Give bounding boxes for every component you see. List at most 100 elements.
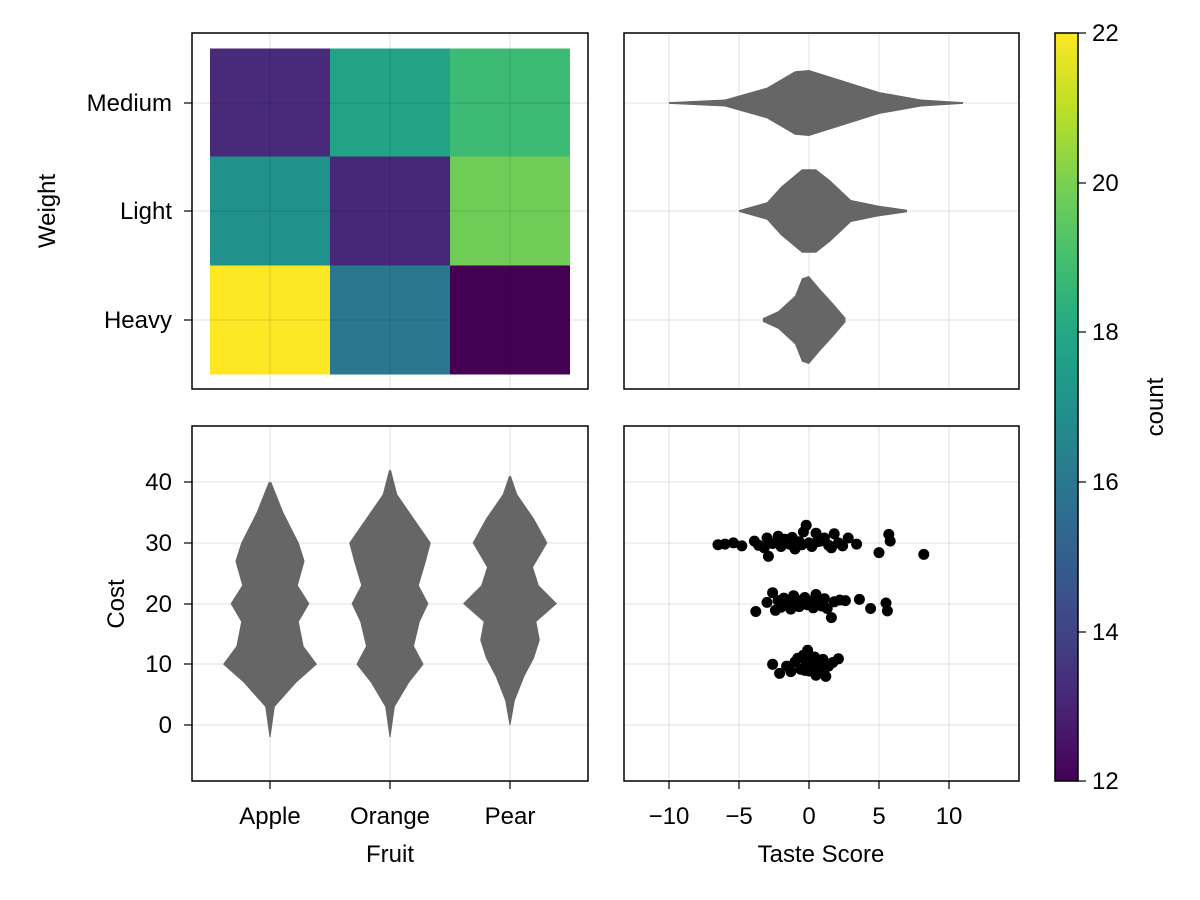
x-tick-label-neg10: −10 bbox=[649, 803, 690, 830]
scatter-point bbox=[828, 528, 840, 540]
heatmap-cell-orange-light bbox=[330, 156, 450, 266]
y-tick-label-0: 0 bbox=[159, 712, 172, 739]
y-tick-label-30: 30 bbox=[145, 530, 172, 557]
scatter-point bbox=[842, 532, 854, 544]
cost-axis-label: Cost bbox=[103, 579, 130, 629]
colorbar-tick-label-20: 20 bbox=[1092, 170, 1119, 197]
scatter-point bbox=[750, 606, 762, 617]
heatmap-cell-orange-heavy bbox=[330, 265, 450, 375]
scatter-point bbox=[767, 658, 779, 670]
scatter-point bbox=[865, 603, 877, 614]
scatter-point bbox=[839, 595, 851, 607]
scatter-point bbox=[800, 519, 812, 531]
violin-apple bbox=[223, 482, 317, 738]
scatter-point bbox=[873, 547, 885, 559]
scatter-point bbox=[736, 540, 748, 552]
taste-x-ticks: −10 −5 0 5 10 bbox=[649, 781, 963, 830]
scatter-point bbox=[853, 593, 865, 605]
x-tick-label-10: 10 bbox=[936, 803, 963, 830]
colorbar: 22 20 18 16 14 12 count bbox=[1054, 20, 1169, 795]
y-tick-label-40: 40 bbox=[145, 469, 172, 496]
y-tick-label-medium: Medium bbox=[87, 90, 172, 117]
heatmap-y-ticks: Medium Light Heavy bbox=[87, 90, 192, 334]
violin-orange bbox=[349, 470, 431, 738]
colorbar-ticks: 22 20 18 16 14 12 bbox=[1078, 20, 1119, 795]
scatter-point bbox=[918, 548, 930, 560]
colorbar-label: count bbox=[1142, 377, 1169, 436]
x-tick-label-apple: Apple bbox=[239, 803, 300, 830]
violin-pear bbox=[463, 476, 557, 725]
scatter-point bbox=[802, 644, 814, 656]
scatter-point bbox=[727, 537, 739, 549]
colorbar-tick-label-14: 14 bbox=[1092, 619, 1119, 646]
scatter-point bbox=[837, 540, 849, 552]
scatter-point bbox=[758, 542, 770, 554]
scatter-point bbox=[825, 542, 837, 554]
y-tick-label-light: Light bbox=[120, 198, 172, 225]
scatter-point bbox=[851, 538, 863, 550]
scatter-point bbox=[761, 532, 773, 544]
scatter-point bbox=[814, 663, 826, 674]
bl-violins bbox=[223, 470, 557, 738]
colorbar-tick-label-18: 18 bbox=[1092, 319, 1119, 346]
violin-heavy bbox=[762, 276, 846, 364]
br-grid bbox=[624, 426, 1019, 781]
panel-horizontal-violins bbox=[623, 32, 1020, 390]
heatmap-cell-apple-light bbox=[210, 156, 330, 266]
scatter-point bbox=[799, 664, 811, 676]
scatter-point bbox=[820, 670, 832, 682]
scatter-point bbox=[881, 605, 893, 617]
x-tick-label-0: 0 bbox=[802, 803, 815, 830]
colorbar-frame bbox=[1054, 32, 1079, 782]
scatter-point bbox=[818, 593, 830, 605]
scatter-point bbox=[762, 550, 774, 562]
scatter-point bbox=[761, 596, 773, 608]
y-tick-label-10: 10 bbox=[145, 651, 172, 678]
scatter-point bbox=[785, 666, 797, 678]
scatter-point bbox=[821, 603, 833, 614]
heatmap-cell-pear-medium bbox=[450, 48, 570, 158]
heatmap-grid bbox=[192, 33, 588, 389]
heatmap-cell-orange-medium bbox=[330, 48, 450, 158]
cost-y-ticks: 40 30 20 10 0 bbox=[145, 469, 192, 739]
scatter-point bbox=[832, 653, 844, 665]
heatmap-cell-apple-medium bbox=[210, 48, 330, 158]
colorbar-gradient bbox=[1055, 33, 1078, 781]
heatmap-cell-pear-heavy bbox=[450, 265, 570, 375]
scatter-point bbox=[719, 538, 731, 550]
scatter-points bbox=[712, 519, 930, 682]
heatmap-cells bbox=[210, 48, 570, 375]
br-frame bbox=[623, 425, 1020, 782]
violin-medium bbox=[669, 70, 963, 136]
violin-light bbox=[739, 169, 907, 253]
fruit-x-ticks: Apple Orange Pear bbox=[239, 781, 535, 830]
fruit-axis-label: Fruit bbox=[366, 841, 414, 868]
panel-scatter: −10 −5 0 5 10 Taste Score bbox=[623, 425, 1020, 868]
colorbar-tick-label-22: 22 bbox=[1092, 20, 1119, 47]
scatter-point bbox=[825, 612, 837, 624]
y-tick-label-20: 20 bbox=[145, 591, 172, 618]
x-tick-label-pear: Pear bbox=[485, 803, 536, 830]
scatter-point bbox=[767, 587, 779, 599]
panel-heatmap: Medium Light Heavy Weight bbox=[34, 32, 589, 390]
scatter-point bbox=[884, 535, 896, 547]
y-tick-label-heavy: Heavy bbox=[104, 307, 172, 334]
panel-vertical-violins: 40 30 20 10 0 Apple Orange Pear Cost Fru… bbox=[103, 425, 589, 868]
scatter-point bbox=[774, 667, 786, 679]
weight-axis-label: Weight bbox=[34, 174, 61, 249]
heatmap-cell-apple-heavy bbox=[210, 265, 330, 375]
x-tick-label-5: 5 bbox=[872, 803, 885, 830]
scatter-point bbox=[811, 536, 823, 548]
colorbar-tick-label-12: 12 bbox=[1092, 768, 1119, 795]
taste-axis-label: Taste Score bbox=[758, 841, 885, 868]
x-tick-label-orange: Orange bbox=[350, 803, 430, 830]
scatter-point bbox=[810, 589, 822, 600]
scatter-point bbox=[807, 656, 819, 668]
tr-violins bbox=[669, 70, 963, 364]
heatmap-cell-pear-light bbox=[450, 156, 570, 266]
x-tick-label-neg5: −5 bbox=[725, 803, 752, 830]
colorbar-tick-label-16: 16 bbox=[1092, 469, 1119, 496]
scatter-point bbox=[796, 539, 808, 551]
tr-frame bbox=[623, 32, 1020, 390]
